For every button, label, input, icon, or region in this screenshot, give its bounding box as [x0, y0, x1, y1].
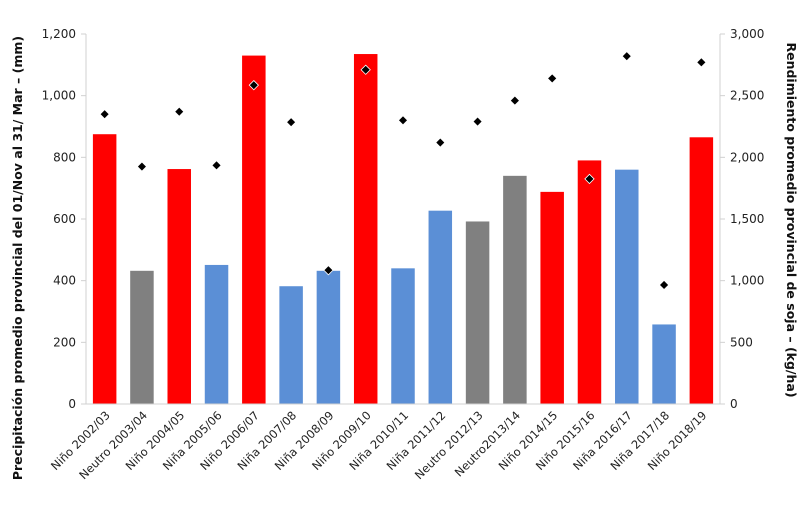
- bar-9: [391, 268, 415, 404]
- bar-10: [428, 210, 453, 404]
- y-tick-label-5: 1,000: [42, 89, 76, 103]
- y-tick-label-2: 400: [53, 274, 76, 288]
- tick-labels-layer: 0 200 400 600 800 1,000 1,200 0 500 1,000 1,500 2,0…: [42, 27, 765, 482]
- y2-tick-label-4: 2,000: [730, 150, 764, 164]
- marker-8: [360, 64, 371, 75]
- bar-17: [689, 137, 714, 405]
- marker-11: [472, 116, 483, 127]
- bars-layer: [92, 54, 714, 405]
- bar-6: [279, 286, 303, 404]
- marker-2: [136, 161, 148, 172]
- y2-tick-label-6: 3,000: [730, 27, 764, 41]
- marker-6: [285, 117, 297, 128]
- bar-1: [92, 134, 117, 404]
- marker-13: [547, 73, 558, 84]
- bar-15: [615, 169, 639, 404]
- bar-7: [316, 270, 341, 404]
- bar-16: [652, 324, 676, 404]
- y2-tick-label-0: 0: [730, 397, 738, 411]
- markers-layer: [99, 51, 707, 291]
- y2-tick-label-5: 2,500: [730, 89, 764, 103]
- y-tick-label-6: 1,200: [42, 27, 76, 41]
- x-tick-label-11: Neutro 2012/13: [412, 408, 486, 482]
- bar-3: [167, 169, 191, 404]
- y-tick-label-1: 200: [53, 335, 76, 349]
- marker-10: [435, 137, 446, 148]
- marker-7: [323, 265, 334, 276]
- y2-tick-label-3: 1,500: [730, 212, 764, 226]
- y-tick-label-0: 0: [68, 397, 76, 411]
- marker-5: [248, 80, 259, 91]
- y-tick-label-4: 800: [53, 150, 76, 164]
- bar-11: [465, 221, 490, 404]
- y2-tick-label-2: 1,000: [730, 274, 764, 288]
- marker-1: [99, 109, 110, 120]
- bar-13: [540, 191, 564, 404]
- bar-8: [353, 54, 378, 404]
- marker-4: [211, 160, 222, 171]
- bar-2: [130, 270, 154, 404]
- marker-9: [397, 115, 409, 126]
- bar-5: [242, 55, 266, 404]
- marker-17: [696, 57, 707, 68]
- x-tick-label-12: Neutro2013/14: [452, 408, 523, 479]
- marker-16: [658, 279, 670, 291]
- y2-tick-label-1: 500: [730, 335, 753, 349]
- marker-15: [621, 51, 632, 62]
- y-tick-label-3: 600: [53, 212, 76, 226]
- y-axis-label: Precipitación promedio provincial del 01…: [10, 36, 25, 480]
- bar-4: [204, 264, 229, 404]
- bar-14: [577, 160, 602, 404]
- axes-layer: [81, 33, 725, 405]
- x-tick-label-2: Neutro 2003/04: [76, 408, 150, 482]
- marker-14: [584, 173, 595, 185]
- bar-12: [503, 175, 527, 404]
- marker-12: [509, 95, 521, 106]
- y2-axis-label: Rendimiento promedio provincial de soja …: [784, 42, 799, 397]
- marker-3: [174, 106, 185, 117]
